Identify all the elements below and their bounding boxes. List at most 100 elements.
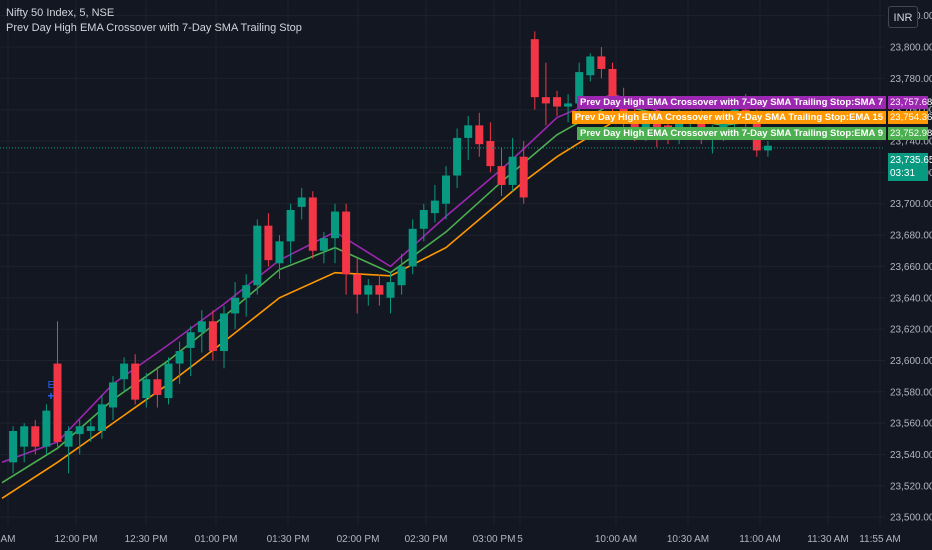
candle-up xyxy=(42,410,51,447)
candle-down xyxy=(630,122,639,132)
candle-down xyxy=(541,97,550,104)
candle-up xyxy=(197,321,206,333)
candle-up xyxy=(419,210,428,229)
price-tick-label: 23,740.00 xyxy=(890,137,932,148)
time-tick-label: 11:30 AM xyxy=(807,534,849,545)
price-tick-label: 23,640.00 xyxy=(890,293,932,304)
last-price-tag: 23,735.65 03:31 xyxy=(888,153,932,181)
time-tick-label: 01:30 PM xyxy=(267,534,310,545)
candle-up xyxy=(641,119,650,132)
candle-up xyxy=(586,56,595,76)
candle-down xyxy=(31,426,40,447)
candle-up xyxy=(275,241,284,264)
candle-up xyxy=(386,282,395,298)
time-tick-label: 12:30 PM xyxy=(125,534,168,545)
price-tick-label: 23,800.00 xyxy=(890,43,932,54)
chart-legend: Nifty 50 Index, 5, NSE Prev Day High EMA… xyxy=(6,6,302,36)
time-tick-label: AM xyxy=(1,534,16,545)
candle-down xyxy=(131,363,140,400)
time-tick-label: 02:30 PM xyxy=(405,534,448,545)
time-axis[interactable]: AM 12:00 PM 12:30 PM 01:00 PM 01:30 PM 02:00 … xyxy=(1,534,901,545)
price-tick-label: 23,680.00 xyxy=(890,231,932,242)
candle-up xyxy=(164,363,173,399)
series-line-ema-9 xyxy=(1,102,757,484)
last-price-value: 23,735.65 xyxy=(890,155,932,166)
price-tick-label: 23,780.00 xyxy=(890,74,932,85)
candle-up xyxy=(297,197,306,207)
price-tick-label: 23,620.00 xyxy=(890,325,932,336)
time-tick-label: 03:00 PM xyxy=(473,534,516,545)
candle-down xyxy=(264,225,273,261)
candle-down xyxy=(486,141,495,167)
candle-down xyxy=(208,321,217,352)
candle-up xyxy=(86,426,95,431)
candle-down xyxy=(497,166,506,185)
candle-down xyxy=(597,56,606,69)
candle-up xyxy=(142,379,151,399)
candle-down xyxy=(530,39,539,98)
candle-down xyxy=(153,379,162,395)
entry-marker-symbol: + xyxy=(47,389,55,403)
indicator-value-tag: 23,757.68 xyxy=(888,96,932,109)
candle-down xyxy=(475,125,484,145)
entry-marker: E + xyxy=(45,380,57,402)
currency-button[interactable]: INR xyxy=(888,6,918,28)
price-tick-label: 23,660.00 xyxy=(890,262,932,273)
indicator-value-tag: 23,754.36 xyxy=(888,111,932,124)
candle-down xyxy=(353,274,362,295)
candle-down xyxy=(652,115,661,138)
indicator-label: Prev Day High EMA Crossover with 7-Day S… xyxy=(576,96,886,109)
symbol-title[interactable]: Nifty 50 Index, 5, NSE xyxy=(6,7,115,19)
candle-down xyxy=(553,97,561,107)
indicator-title[interactable]: Prev Day High EMA Crossover with 7-Day S… xyxy=(6,22,302,34)
candle-up xyxy=(508,156,517,185)
price-tick-label: 23,760.00 xyxy=(890,105,932,116)
candle-up xyxy=(231,297,240,314)
indicator-label: Prev Day High EMA Crossover with 7-Day S… xyxy=(576,127,886,140)
candle-down xyxy=(308,197,317,251)
price-tick-label: 23,500.00 xyxy=(890,513,932,524)
time-tick-label: 11:55 AM xyxy=(859,534,901,545)
candle-up xyxy=(286,210,295,242)
candle-up xyxy=(20,426,29,447)
candle-down xyxy=(519,156,528,198)
candle-up xyxy=(430,200,439,214)
grid-lines xyxy=(0,0,885,525)
candle-up xyxy=(64,430,73,447)
candle-up xyxy=(175,351,184,364)
candle-down xyxy=(608,68,617,101)
candle-up xyxy=(242,285,251,298)
price-tick-label: 23,540.00 xyxy=(890,450,932,461)
countdown-timer: 03:31 xyxy=(890,168,916,179)
candle-up xyxy=(109,382,117,408)
candle-up xyxy=(253,225,262,286)
candle-up xyxy=(575,72,584,104)
candle-up xyxy=(719,115,728,135)
price-tick-label: 23,520.00 xyxy=(890,481,932,492)
candle-up xyxy=(408,228,417,267)
price-tick-label: 23,700.00 xyxy=(890,199,932,210)
time-tick-label: 01:00 PM xyxy=(195,534,238,545)
candle-up xyxy=(9,430,18,463)
candle-up xyxy=(75,426,84,435)
time-tick-label: 5 xyxy=(517,534,523,545)
price-axis[interactable]: 23,500.00 23,520.00 23,540.00 23,560.00 23,5… xyxy=(890,11,932,523)
candle-up xyxy=(364,285,373,295)
time-tick-label: 02:00 PM xyxy=(337,534,380,545)
series-line-ema-15 xyxy=(1,115,757,500)
price-tick-label: 23,580.00 xyxy=(890,387,932,398)
candle-up xyxy=(453,137,462,176)
candle-up xyxy=(763,145,772,151)
candle-up xyxy=(120,363,129,380)
time-tick-label: 11:00 AM xyxy=(739,534,781,545)
indicator-label: Prev Day High EMA Crossover with 7-Day S… xyxy=(571,111,886,124)
time-tick-label: 10:30 AM xyxy=(667,534,709,545)
entry-marker-letter: E xyxy=(47,380,55,391)
price-tick-label: 23,600.00 xyxy=(890,356,932,367)
time-tick-label: 10:00 AM xyxy=(595,534,637,545)
price-tick-label: 23,560.00 xyxy=(890,419,932,430)
candle-up xyxy=(331,211,339,239)
candle-up xyxy=(442,175,450,204)
indicator-value-tag: 23,752.98 xyxy=(888,127,932,140)
